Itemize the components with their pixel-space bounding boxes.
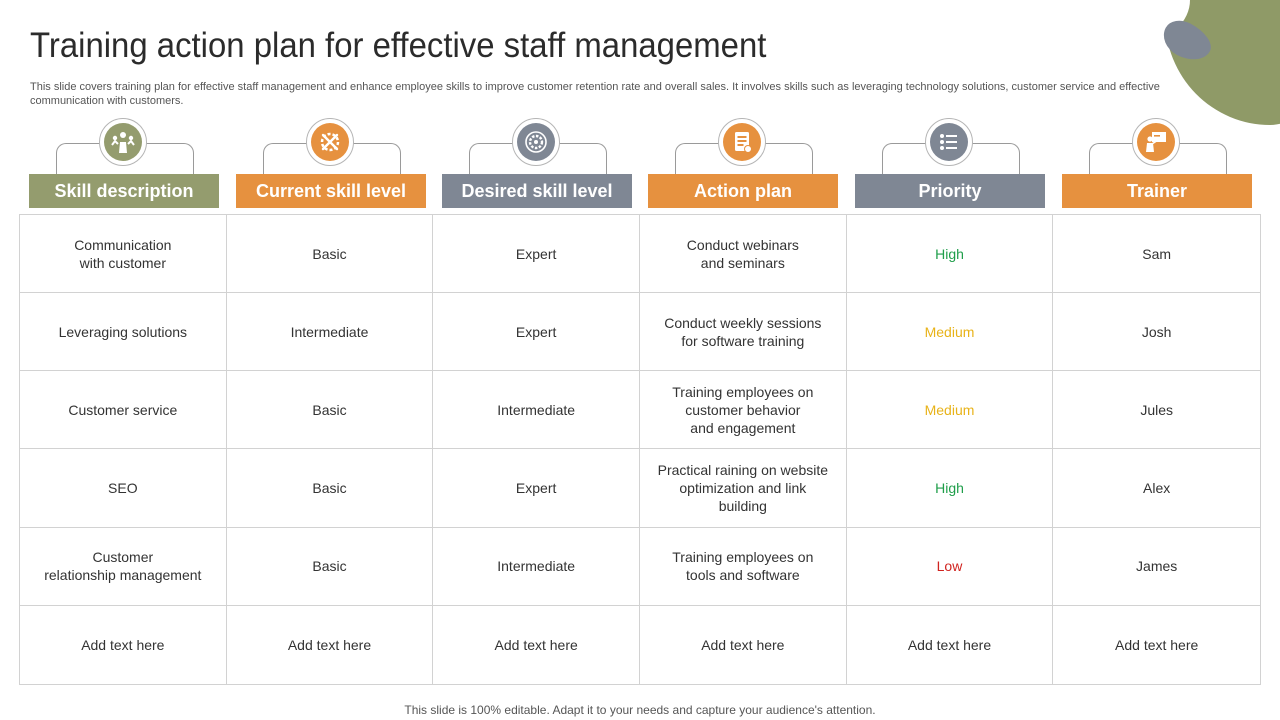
table-cell: Intermediate (226, 293, 434, 372)
table-cell: Basic (226, 215, 434, 294)
page-subtitle: This slide covers training plan for effe… (30, 81, 1160, 107)
table-cell: Add text here (640, 605, 847, 684)
column-header-label: Priority (855, 174, 1045, 208)
table-cell: Conduct weekly sessions for software tra… (640, 293, 847, 372)
table-cell: Add text here (1115, 636, 1199, 653)
header-icon-ring (718, 118, 766, 166)
page-title: Training action plan for effective staff… (30, 26, 767, 65)
table-cell: Sam (1053, 215, 1260, 294)
list-icon (930, 123, 968, 161)
target-gear-icon (517, 123, 555, 161)
column-header: Current skill level (236, 118, 426, 210)
column-header: Desired skill level (442, 118, 632, 210)
header-icon-ring (512, 118, 560, 166)
header-icon-ring (925, 118, 973, 166)
column-header: Trainer (1062, 118, 1252, 210)
table-cell: Communication with customer (20, 215, 227, 294)
column-header-label: Trainer (1062, 174, 1252, 208)
table-cell: Practical raining on website optimizatio… (640, 449, 847, 528)
table-cell: Customer service (20, 371, 227, 450)
table-cell: Medium (846, 371, 1054, 450)
table-cell: Leveraging solutions (20, 293, 227, 372)
table-cell: Expert (433, 215, 640, 294)
table-cell: Customer relationship management (20, 527, 227, 606)
table-cell: Training employees on tools and software (640, 527, 847, 606)
table-cell: James (1053, 528, 1260, 606)
header-icon-ring (306, 118, 354, 166)
table-cell: Low (846, 527, 1054, 606)
table-cell: Josh (1053, 293, 1260, 372)
header-icon-ring (99, 118, 147, 166)
team-success-icon (104, 123, 142, 161)
table-cell: Add text here (227, 605, 434, 684)
table-cell: Training employees on customer behavior … (640, 371, 847, 450)
table-cell: Intermediate (433, 371, 640, 450)
table-cell: Basic (226, 449, 434, 528)
column-header-label: Desired skill level (442, 174, 632, 208)
table-cell: Add text here (847, 605, 1054, 684)
table-cell: Intermediate (433, 527, 640, 606)
table-cell: Expert (433, 449, 640, 528)
checklist-icon (723, 123, 761, 161)
column-header: Skill description (29, 118, 219, 210)
table-cell: Add text here (433, 605, 640, 684)
tools-gear-icon (311, 123, 349, 161)
table-cell: Basic (226, 371, 434, 450)
table-cell: High (846, 215, 1054, 294)
footer-note: This slide is 100% editable. Adapt it to… (404, 703, 876, 717)
table-cell: Alex (1053, 449, 1260, 528)
column-header: Action plan (648, 118, 838, 210)
table-cell: Conduct webinars and seminars (640, 215, 847, 294)
table-cell: Medium (846, 293, 1054, 372)
table-cell: Basic (226, 527, 434, 606)
table-cell: Jules (1053, 371, 1260, 450)
presenter-icon (1137, 123, 1175, 161)
column-header: Priority (855, 118, 1045, 210)
table-cell: Add text here (20, 605, 227, 684)
column-header-label: Action plan (648, 174, 838, 208)
training-plan-table: Communication with customer Basic Expert Co… (19, 214, 1261, 685)
table-cell: High (846, 449, 1054, 528)
column-header-label: Skill description (29, 174, 219, 208)
table-cell: Expert (433, 293, 640, 372)
header-icon-ring (1132, 118, 1180, 166)
table-cell: SEO (20, 449, 227, 528)
column-header-label: Current skill level (236, 174, 426, 208)
